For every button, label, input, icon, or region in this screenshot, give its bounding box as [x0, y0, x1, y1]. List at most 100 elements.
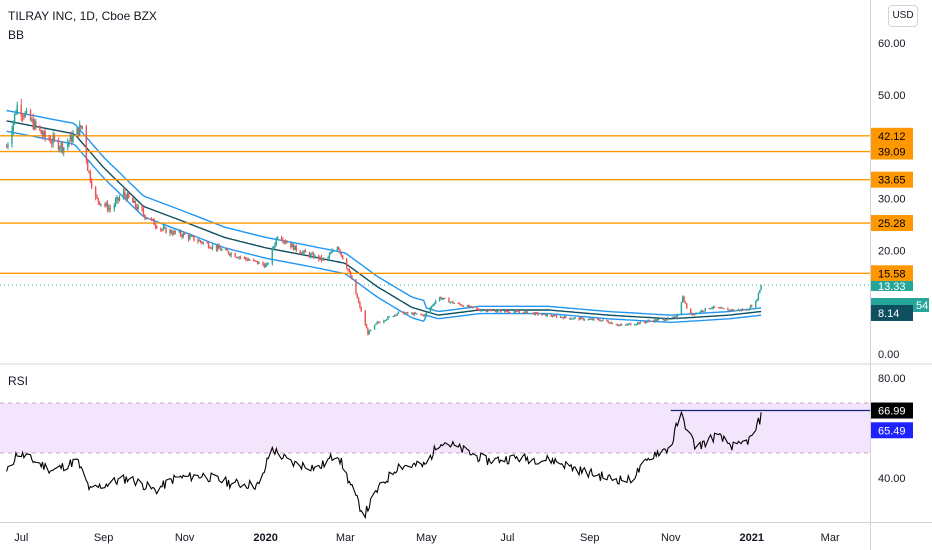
candle-body	[252, 260, 255, 262]
candle-body	[124, 191, 126, 196]
candle-body	[76, 128, 78, 135]
candle-body	[477, 308, 479, 310]
candle-body	[88, 170, 90, 172]
candle-body	[591, 318, 594, 320]
candle-body	[77, 128, 80, 136]
candle-body	[708, 308, 710, 310]
candle-body	[171, 233, 174, 235]
candle-body	[21, 115, 24, 117]
candle-body	[276, 237, 279, 239]
candle-body	[401, 311, 404, 313]
candle-body	[174, 230, 177, 233]
candle-body	[413, 312, 416, 316]
candle-body	[412, 313, 414, 316]
candle-body	[561, 316, 563, 318]
candle-body	[691, 313, 693, 316]
candle-body	[376, 322, 378, 324]
candle-body	[517, 311, 519, 313]
candle-body	[238, 256, 240, 258]
candle-body	[48, 137, 50, 140]
candle-body	[674, 316, 676, 318]
level-price-label: 42.12	[878, 131, 906, 143]
candle-body	[262, 262, 264, 265]
candle-body	[450, 301, 453, 303]
candle-body	[29, 110, 32, 121]
candle-body	[300, 253, 303, 255]
indicator-label[interactable]: BB	[8, 28, 25, 42]
candle-body	[655, 319, 657, 321]
rsi-value-label: 66.99	[878, 406, 906, 418]
candle-body	[403, 311, 405, 315]
candle-body	[280, 237, 283, 241]
candle-body	[404, 313, 406, 315]
time-tick-label: Sep	[580, 532, 600, 544]
candle-body	[485, 310, 487, 312]
candle-body	[496, 311, 498, 313]
candle-body	[364, 311, 366, 325]
level-price-badge	[871, 127, 913, 144]
candle-body	[392, 316, 394, 318]
candle-body	[416, 313, 418, 315]
candle-body	[330, 252, 332, 255]
candle-body	[71, 135, 73, 142]
candle-body	[563, 316, 566, 319]
candle-body	[460, 304, 462, 306]
currency-button[interactable]: USD	[888, 5, 918, 27]
candle-body	[644, 322, 647, 324]
candle-body	[98, 201, 101, 205]
candle-body	[579, 317, 582, 320]
candle-body	[630, 323, 632, 326]
candle-body	[543, 313, 546, 315]
candle-body	[638, 322, 640, 324]
candle-body	[133, 201, 135, 203]
candle-body	[440, 297, 442, 299]
candle-body	[583, 319, 586, 321]
candle-body	[369, 329, 372, 331]
candle-body	[12, 121, 14, 131]
rsi-label[interactable]: RSI	[8, 374, 29, 388]
candle-body	[736, 309, 738, 311]
candle-body	[318, 255, 320, 260]
candle-body	[359, 302, 361, 308]
candle-body	[578, 317, 580, 320]
candle-body	[237, 257, 239, 259]
bb-upper-line	[6, 109, 762, 316]
candle-body	[67, 142, 69, 148]
candle-body	[535, 312, 538, 314]
candle-body	[713, 306, 716, 308]
time-tick-label: Jul	[500, 532, 514, 544]
candle-body	[225, 249, 227, 251]
candle-body	[347, 268, 349, 271]
candle-body	[320, 256, 323, 261]
candle-body	[106, 203, 109, 210]
candle-body	[191, 235, 194, 237]
candle-body	[183, 233, 186, 235]
candle-body	[304, 250, 307, 253]
candle-body	[570, 318, 572, 320]
candle-body	[85, 126, 88, 160]
candle-body	[388, 316, 390, 318]
time-tick-label: 2021	[740, 532, 764, 544]
candle-body	[134, 201, 137, 207]
candle-body	[745, 309, 748, 311]
candle-body	[542, 313, 544, 315]
level-price-badge	[871, 215, 913, 232]
candle-body	[433, 303, 436, 305]
candle-body	[114, 200, 117, 205]
candle-body	[20, 104, 22, 116]
candle-body	[291, 244, 293, 248]
price-tick-label: 60.00	[878, 38, 906, 50]
candle-body	[356, 294, 358, 299]
candle-body	[486, 311, 489, 313]
candle-body	[377, 322, 380, 324]
candle-body	[78, 125, 81, 136]
rsi-tick-label: 80.00	[878, 373, 906, 385]
candle-body	[217, 245, 219, 250]
level-price-label: 25.28	[878, 218, 906, 230]
candle-body	[161, 229, 163, 231]
candle-body	[150, 218, 153, 220]
candle-body	[452, 301, 454, 304]
candle-body	[448, 298, 450, 303]
candle-body	[587, 318, 590, 320]
